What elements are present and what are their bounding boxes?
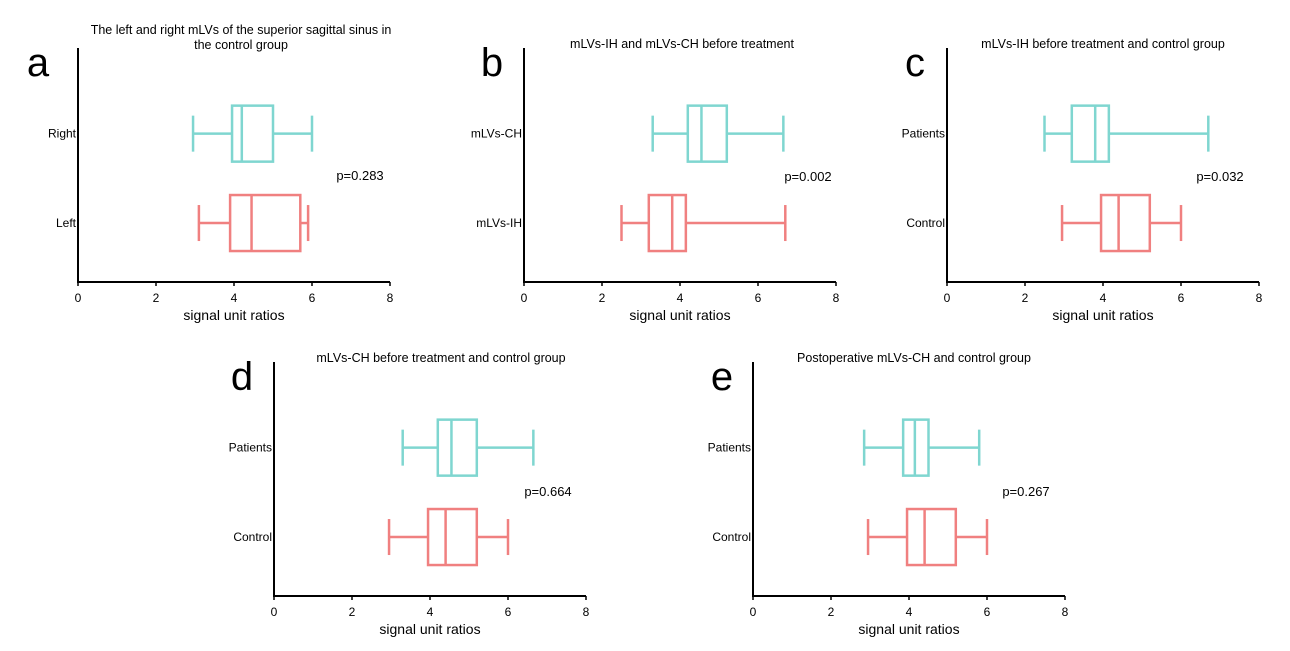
category-label: mLVs-CH (471, 127, 522, 141)
p-value: p=0.002 (784, 169, 831, 184)
panel-letter: a (27, 41, 50, 85)
category-label: Patients (708, 441, 751, 455)
box-plot-left: Left (56, 193, 310, 253)
box-plot-control: Control (906, 193, 1183, 253)
x-tick-label: 0 (271, 605, 278, 619)
x-tick-label: 2 (1022, 291, 1029, 305)
x-tick-label: 6 (309, 291, 316, 305)
chart-title: mLVs-IH before treatment and control gro… (981, 37, 1225, 51)
x-tick-label: 6 (755, 291, 762, 305)
panel-b: b mLVs-IH and mLVs-CH before treatment 0 2 4… (471, 37, 840, 323)
chart-title: mLVs-CH before treatment and control gro… (316, 351, 565, 365)
iqr-box (905, 507, 958, 567)
chart-title: The left and right mLVs of the superior … (91, 23, 392, 52)
category-label: Control (712, 530, 751, 544)
x-tick-label: 8 (387, 291, 394, 305)
x-tick-label: 8 (1062, 605, 1069, 619)
x-tick-label: 0 (944, 291, 951, 305)
box-plot-control: Control (712, 507, 989, 567)
iqr-box (230, 104, 275, 163)
x-tick-label: 2 (153, 291, 160, 305)
x-axis-title: signal unit ratios (629, 307, 730, 323)
x-tick-label: 2 (349, 605, 356, 619)
x-axis-title: signal unit ratios (858, 621, 959, 637)
x-axis-title: signal unit ratios (379, 621, 480, 637)
axes (523, 48, 836, 283)
box-plot-mlvs-ch: mLVs-CH (471, 104, 785, 163)
iqr-box (686, 104, 729, 163)
iqr-box (436, 418, 479, 477)
iqr-box (647, 193, 688, 253)
x-tick-label: 6 (505, 605, 512, 619)
panel-a: a The left and right mLVs of the superior… (27, 23, 394, 323)
x-tick-label: 4 (427, 605, 434, 619)
x-axis-title: signal unit ratios (183, 307, 284, 323)
box-plot-mlvs-ih: mLVs-IH (476, 193, 787, 253)
x-tick-label: 0 (750, 605, 757, 619)
axes (946, 48, 1259, 283)
iqr-box (426, 507, 479, 567)
category-label: Left (56, 216, 77, 230)
category-label: Control (233, 530, 272, 544)
panel-e: e Postoperative mLVs-CH and control group… (708, 351, 1069, 637)
x-tick-label: 4 (677, 291, 684, 305)
category-label: Patients (902, 127, 945, 141)
box-plot-control: Control (233, 507, 510, 567)
panel-d: d mLVs-CH before treatment and control gr… (229, 351, 590, 637)
category-label: Patients (229, 441, 272, 455)
p-value: p=0.283 (336, 168, 383, 183)
panel-letter: b (481, 41, 503, 85)
box-plot-right: Right (48, 104, 314, 163)
chart-title: mLVs-IH and mLVs-CH before treatment (570, 37, 794, 51)
x-tick-label: 6 (984, 605, 991, 619)
axes (752, 362, 1065, 597)
box-plot-patients: Patients (229, 418, 535, 477)
chart-title: Postoperative mLVs-CH and control group (797, 351, 1031, 365)
x-tick-label: 2 (599, 291, 606, 305)
x-tick-label: 2 (828, 605, 835, 619)
x-tick-label: 8 (1256, 291, 1263, 305)
x-tick-label: 4 (906, 605, 913, 619)
iqr-box (1070, 104, 1111, 163)
panel-letter: d (231, 355, 253, 399)
box-plot-patients: Patients (902, 104, 1210, 163)
x-tick-label: 0 (521, 291, 528, 305)
x-tick-label: 8 (833, 291, 840, 305)
panel-c: c mLVs-IH before treatment and control gr… (902, 37, 1263, 323)
category-label: Right (48, 127, 77, 141)
panel-letter: c (905, 41, 925, 85)
x-tick-label: 4 (1100, 291, 1107, 305)
x-tick-label: 8 (583, 605, 590, 619)
iqr-box (1099, 193, 1152, 253)
x-tick-label: 4 (231, 291, 238, 305)
x-tick-label: 0 (75, 291, 82, 305)
iqr-box (228, 193, 302, 253)
category-label: mLVs-IH (476, 216, 522, 230)
axes (77, 48, 390, 283)
p-value: p=0.267 (1002, 484, 1049, 499)
x-tick-label: 6 (1178, 291, 1185, 305)
axes (273, 362, 586, 597)
panel-letter: e (711, 355, 733, 399)
category-label: Control (906, 216, 945, 230)
x-axis-title: signal unit ratios (1052, 307, 1153, 323)
p-value: p=0.664 (524, 484, 571, 499)
box-plot-patients: Patients (708, 418, 981, 477)
p-value: p=0.032 (1196, 169, 1243, 184)
